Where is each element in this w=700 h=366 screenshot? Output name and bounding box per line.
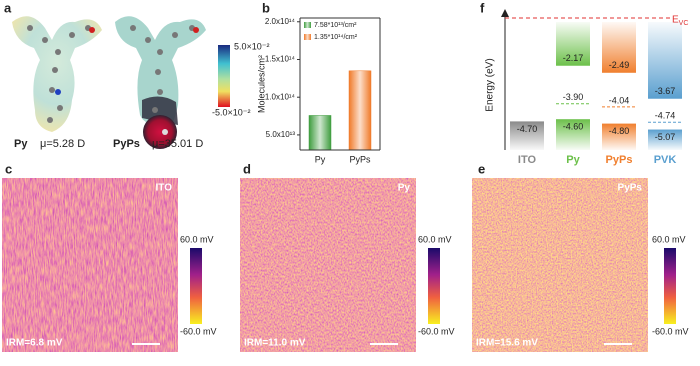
atom-o — [89, 27, 95, 33]
panel-letter: d — [243, 161, 251, 176]
sample-label: Py — [398, 183, 411, 194]
category-label: ITO — [518, 154, 537, 166]
panel-letter: f — [480, 0, 485, 15]
legend-label: 1.35*10¹⁴/cm² — [314, 34, 358, 41]
panel-letter: a — [4, 0, 12, 15]
panel-letter: e — [478, 161, 485, 176]
legend-swatch — [304, 22, 311, 28]
homo-label: -4.60 — [563, 122, 584, 132]
homo-box — [510, 121, 544, 150]
lumo-label: -2.17 — [563, 53, 584, 63]
charts: b Molecules/cm² 5.0x10¹³ 1.0x10¹⁴ 1.5x10¹⁴ 2.… — [256, 0, 688, 165]
dipole: μ=5.28 D — [40, 138, 85, 150]
colorbar-min: -60.0 mV — [418, 326, 455, 336]
panel-e: e PyPs IRM=15.6 mV 60.0 mV -60.0 mV — [472, 161, 689, 352]
lumo-box — [556, 22, 590, 66]
category-label: PVK — [654, 154, 677, 166]
lumo-label: -2.49 — [609, 60, 630, 70]
sample-label: ITO — [156, 183, 173, 194]
lumo-box — [648, 22, 682, 99]
panel-c: c ITO IRM=6.8 mV 60.0 mV -60.0 mV — [2, 161, 217, 352]
axis-arrow — [501, 9, 509, 17]
molecule-name: PyPs — [113, 138, 140, 150]
sample-label: PyPs — [618, 183, 643, 194]
y-axis-label: Molecules/cm² — [256, 55, 266, 113]
panel-letter: b — [262, 0, 270, 15]
homo-label: -5.07 — [655, 132, 676, 142]
category-label: PyPs — [606, 154, 633, 166]
bar — [308, 115, 332, 151]
molecule-py — [12, 16, 102, 133]
colorbar — [190, 248, 202, 324]
legend-label: 7.58*10¹³/cm² — [314, 22, 357, 29]
colorbar-max: 60.0 mV — [418, 234, 452, 244]
atom-n — [55, 89, 61, 95]
homo-label: -4.80 — [609, 126, 630, 136]
fermi-label: -4.74 — [655, 111, 676, 121]
homo-box — [556, 119, 590, 150]
panel-letter: c — [5, 161, 12, 176]
colorbar-min: -60.0 mV — [180, 326, 217, 336]
lumo-box — [602, 22, 636, 73]
y-tick-label: 1.5x10¹⁴ — [265, 55, 296, 64]
y-axis-label: Energy (eV) — [485, 58, 496, 111]
colorbar-max: 5.0×10⁻² — [234, 41, 270, 51]
kpfm-map — [2, 178, 178, 352]
colorbar-min: -5.0×10⁻² — [212, 107, 251, 117]
colorbar — [664, 248, 676, 324]
colorbar — [218, 45, 230, 107]
colorbar — [428, 248, 440, 324]
colorbar-max: 60.0 mV — [652, 234, 686, 244]
kpfm-map — [472, 178, 648, 352]
irm-label: IRM=11.0 mV — [244, 338, 306, 349]
fermi-label: -4.04 — [609, 95, 630, 105]
molecule-name: Py — [14, 138, 28, 150]
category-label: Py — [566, 154, 580, 166]
colorbar-min: -60.0 mV — [652, 326, 689, 336]
molecule-pyps-negative — [143, 115, 177, 149]
y-tick-label: 1.0x10¹⁴ — [265, 92, 296, 101]
lumo-label: -3.67 — [655, 86, 676, 96]
x-tick-label: Py — [315, 154, 326, 164]
vacuum-subscript: VC — [679, 20, 689, 27]
panel-d: d Py IRM=11.0 mV 60.0 mV -60.0 mV — [240, 161, 455, 352]
kpfm-map — [240, 178, 416, 352]
homo-box — [602, 123, 636, 150]
irm-label: IRM=6.8 mV — [6, 338, 63, 349]
legend-swatch — [304, 34, 311, 40]
dipole: μ=35.01 D — [152, 138, 203, 150]
panel-a: a 5.0×10⁻² -5.0×10⁻² Py μ=5.28 D PyPs μ=… — [4, 0, 270, 149]
colorbar-max: 60.0 mV — [180, 234, 214, 244]
bar — [348, 70, 372, 151]
x-tick-label: PyPs — [349, 154, 371, 164]
atom-o — [193, 27, 199, 33]
homo-label: -4.70 — [517, 124, 538, 134]
y-tick-label: 5.0x10¹³ — [266, 130, 296, 139]
y-tick-label: 2.0x10¹⁴ — [265, 17, 296, 26]
fermi-label: -3.90 — [563, 92, 584, 102]
homo-box — [648, 129, 682, 150]
irm-label: IRM=15.6 mV — [476, 338, 538, 349]
